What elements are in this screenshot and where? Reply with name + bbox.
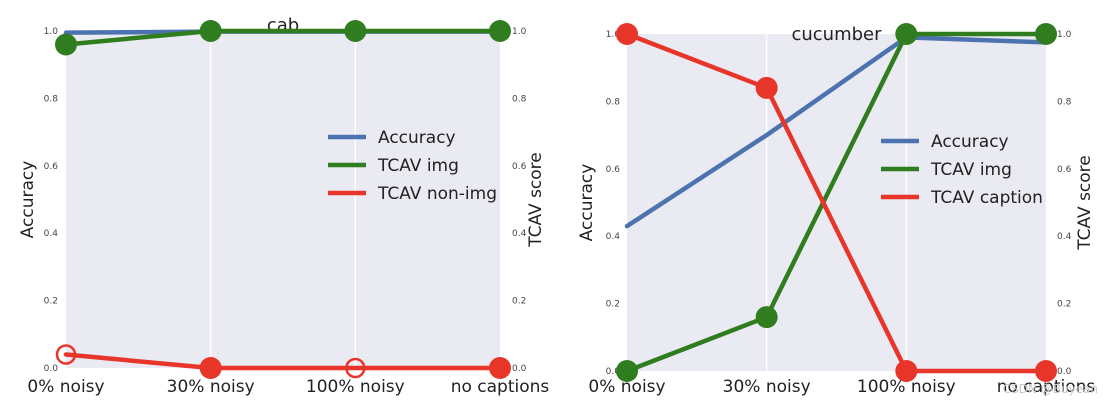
chart-0-point-tcav-non-img-3 bbox=[489, 357, 511, 379]
chart-0-plot-area bbox=[66, 31, 500, 368]
chart-0-xtick-2: 100% noisy bbox=[306, 377, 405, 397]
chart-0-ytick-right-5: 1.0 bbox=[512, 27, 527, 37]
chart-0-xtick-1: 30% noisy bbox=[167, 377, 255, 397]
chart-0-point-tcav-img-1 bbox=[199, 20, 222, 42]
chart-1-ytick-right-1: 0.2 bbox=[1057, 300, 1071, 310]
chart-0-legend-label-tcav-non-img: TCAV non-img bbox=[377, 184, 497, 204]
chart-0-ytick-right-2: 0.4 bbox=[512, 229, 527, 239]
chart-1-series-line-tcav-img bbox=[624, 31, 1049, 374]
chart-1-point-tcav-img-0 bbox=[616, 360, 638, 382]
chart-1-series-line-tcav-caption bbox=[624, 31, 1049, 374]
chart-0-ytick-right-4: 0.8 bbox=[512, 94, 527, 104]
chart-1-ytick-right-4: 0.8 bbox=[1057, 97, 1072, 107]
chart-1-series-line-accuracy bbox=[624, 35, 1049, 229]
chart-panel-cab: 0.0 0.2 0.4 0.6 0.8 1.0 0.0 0.2 0.4 0.6 0.8 1.0 0% n… bbox=[18, 15, 549, 397]
chart-1-ytick-right-0: 0.0 bbox=[1057, 367, 1072, 377]
chart-0-ytick-left-2: 0.4 bbox=[44, 229, 59, 239]
chart-1-point-tcav-img-2 bbox=[895, 23, 918, 45]
chart-1-ytick-left-2: 0.4 bbox=[606, 232, 621, 242]
chart-1-point-tcav-caption-1 bbox=[755, 76, 778, 99]
chart-1-point-tcav-caption-2 bbox=[895, 360, 918, 382]
chart-0-ylabel-right: TCAV score bbox=[526, 152, 546, 248]
chart-1-point-tcav-caption-3 bbox=[1035, 360, 1057, 382]
chart-0-ytick-right-0: 0.0 bbox=[512, 364, 527, 374]
chart-1-ytick-right-5: 1.0 bbox=[1057, 30, 1072, 40]
chart-1-xtick-2: 100% noisy bbox=[857, 377, 956, 397]
chart-0-ytick-left-0: 0.0 bbox=[44, 364, 59, 374]
chart-0-point-tcav-img-3 bbox=[489, 20, 511, 42]
chart-0-point-tcav-non-img-0 bbox=[55, 344, 77, 365]
chart-0-ylabel-left: Accuracy bbox=[18, 161, 38, 239]
chart-1-legend-label-tcav-img: TCAV img bbox=[930, 160, 1012, 180]
chart-0-ytick-left-4: 0.8 bbox=[44, 94, 59, 104]
chart-0-xtick-0: 0% noisy bbox=[27, 377, 104, 397]
chart-0-legend-label-tcav-img: TCAV img bbox=[377, 156, 459, 176]
chart-1-title: cucumber bbox=[791, 24, 882, 45]
chart-1-point-tcav-img-3 bbox=[1035, 23, 1057, 45]
chart-1-legend-label-tcav-caption: TCAV caption bbox=[930, 188, 1043, 208]
chart-1-xtick-0: 0% noisy bbox=[588, 377, 665, 397]
chart-panel-cucumber: 0.0 0.2 0.4 0.6 0.8 1.0 0.0 0.2 0.4 0.6 0.8 1.0 0% n… bbox=[577, 23, 1095, 397]
chart-0-ytick-left-3: 0.6 bbox=[44, 162, 59, 172]
chart-1-point-tcav-caption-0 bbox=[616, 23, 638, 45]
chart-1-legend-label-accuracy: Accuracy bbox=[931, 132, 1009, 152]
chart-0-ytick-right-1: 0.2 bbox=[512, 297, 526, 307]
chart-0-series-line-tcav-non-img bbox=[63, 352, 503, 371]
chart-1-plot-area bbox=[627, 34, 1046, 371]
chart-1-ytick-left-1: 0.2 bbox=[606, 300, 620, 310]
chart-0-legend-label-accuracy: Accuracy bbox=[378, 128, 456, 148]
chart-0-ytick-right-3: 0.6 bbox=[512, 162, 527, 172]
chart-0-xtick-3: no captions bbox=[451, 377, 550, 397]
chart-0-point-tcav-img-2 bbox=[344, 20, 367, 42]
chart-1-ytick-left-0: 0.0 bbox=[606, 367, 621, 377]
chart-1-xtick-3: no captions bbox=[997, 377, 1096, 397]
chart-1-ytick-left-4: 0.8 bbox=[606, 97, 621, 107]
chart-0-ytick-left-1: 0.2 bbox=[44, 297, 58, 307]
chart-1-ytick-left-5: 1.0 bbox=[606, 30, 621, 40]
chart-0-ytick-left-5: 1.0 bbox=[44, 27, 59, 37]
chart-1-ylabel-right: TCAV score bbox=[1075, 155, 1095, 251]
chart-0-point-tcav-non-img-1 bbox=[199, 357, 222, 379]
chart-0-point-tcav-img-0 bbox=[55, 33, 77, 56]
chart-1-xtick-1: 30% noisy bbox=[723, 377, 811, 397]
chart-1-ytick-right-3: 0.6 bbox=[1057, 165, 1072, 175]
chart-1-point-tcav-img-1 bbox=[755, 306, 778, 329]
chart-0-series-line-tcav-img bbox=[63, 28, 503, 47]
chart-1-ytick-right-2: 0.4 bbox=[1057, 232, 1072, 242]
chart-0-point-tcav-non-img-2 bbox=[345, 357, 366, 379]
chart-1-ylabel-left: Accuracy bbox=[577, 164, 597, 242]
chart-1-ytick-left-3: 0.6 bbox=[606, 165, 621, 175]
watermark: CSDN @Buyean bbox=[1003, 382, 1098, 396]
